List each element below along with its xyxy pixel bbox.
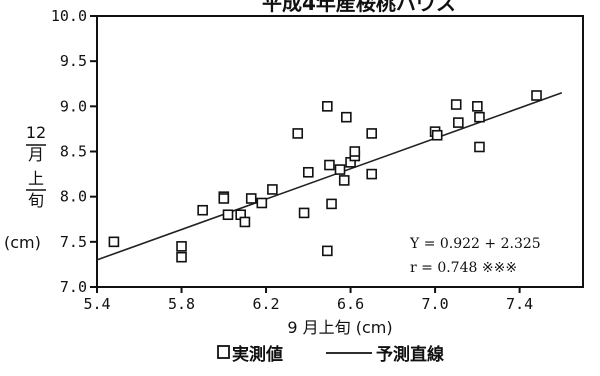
y-axis-label-char: 月 [28, 145, 44, 164]
y-tick-label: 7.5 [60, 233, 87, 251]
chart-title: 平成4年産桜桃ハウス [262, 0, 456, 15]
y-axis-label-char: 旬 [28, 191, 44, 210]
data-point [334, 164, 346, 175]
y-axis-label-char: 上 [28, 169, 44, 188]
data-point [366, 168, 377, 180]
legend-marker-square [217, 345, 230, 359]
y-tick-label: 8.5 [60, 143, 87, 161]
data-point [531, 90, 542, 101]
correlation-coefficient: r = 0.748 ※※※ [410, 260, 517, 276]
x-tick-label: 5.8 [168, 295, 195, 313]
x-axis-label: 9 月上旬 (cm) [287, 318, 392, 337]
data-point [474, 141, 485, 153]
legend-label-measured: 実測値 [232, 344, 283, 365]
data-point [474, 111, 485, 123]
y-axis-unit: (cm) [4, 233, 41, 252]
data-point [450, 99, 462, 110]
data-point [431, 129, 443, 141]
data-point [453, 117, 464, 128]
data-point [176, 251, 187, 263]
data-point [108, 236, 120, 248]
data-point [303, 166, 314, 178]
data-point [197, 204, 208, 216]
y-tick-label: 9.5 [60, 52, 87, 70]
data-point [326, 198, 337, 210]
legend-label-predicted: 予測直線 [376, 344, 444, 365]
data-point [176, 241, 187, 252]
x-tick-label: 5.4 [83, 295, 110, 313]
y-axis-label-char: 12 [26, 123, 46, 142]
data-point [239, 216, 251, 228]
regression-equation: Y = 0.922 + 2.325 [409, 236, 541, 252]
x-tick-label: 7.4 [506, 295, 533, 313]
y-tick-label: 7.0 [60, 278, 87, 296]
x-tick-label: 6.6 [337, 295, 364, 313]
data-point [292, 128, 304, 139]
data-point [349, 146, 361, 157]
data-point [267, 184, 278, 195]
data-point [472, 101, 483, 112]
data-point [322, 245, 333, 257]
data-point [338, 175, 350, 186]
x-tick-label: 7.0 [422, 295, 449, 313]
data-point [366, 128, 377, 139]
data-point [341, 111, 352, 123]
data-point [256, 197, 268, 209]
regression-line [96, 92, 563, 261]
data-point [218, 193, 230, 204]
x-tick-label: 6.2 [252, 295, 279, 313]
data-point [322, 101, 333, 112]
data-point [298, 207, 310, 219]
data-point [245, 193, 257, 204]
y-tick-label: 8.0 [60, 188, 87, 206]
data-point [222, 209, 234, 221]
y-tick-label: 10.0 [51, 7, 87, 25]
plot-area: 平成4年産桜桃ハウス 7.0 7.5 8.0 8.5 9.0 9.5 10.0 5.4 5.8 6.… [4, 0, 584, 365]
y-tick-label: 9.0 [60, 97, 87, 115]
data-point [324, 159, 335, 171]
